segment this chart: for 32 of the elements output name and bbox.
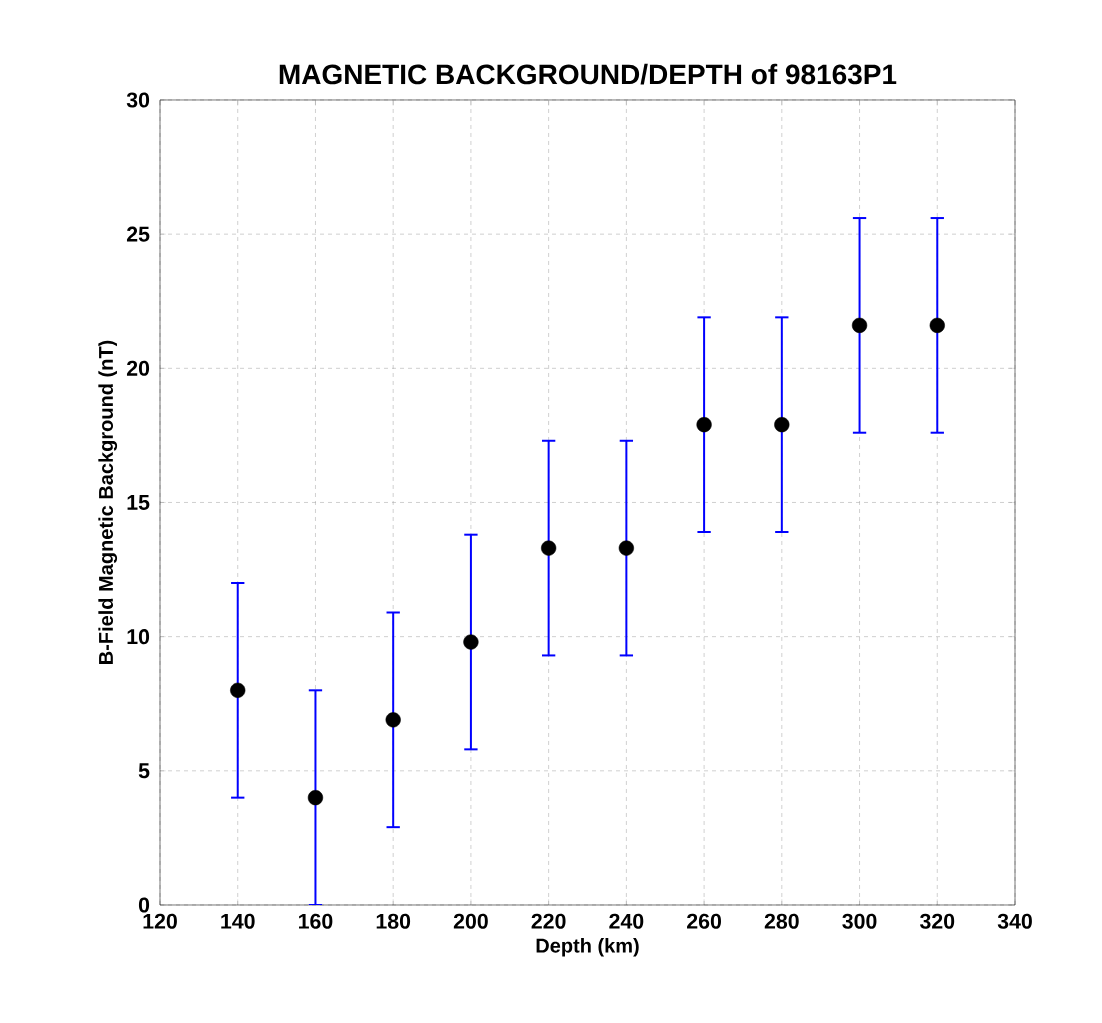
point	[230, 682, 246, 698]
x-tick-label: 200	[453, 913, 488, 929]
x-tick-label: 300	[842, 913, 877, 929]
x-tick-label: 320	[919, 913, 955, 929]
y-tick-label: 30	[126, 92, 150, 108]
x-axis-title: Depth (km)	[536, 937, 639, 957]
point	[851, 317, 868, 333]
point	[307, 790, 324, 806]
y-tick-label: 0	[138, 897, 150, 913]
x-tick-label: 140	[221, 913, 255, 929]
x-tick-label: 220	[531, 913, 566, 929]
x-tick-label: 120	[143, 913, 177, 929]
y-tick-label: 5	[138, 763, 150, 779]
point	[696, 417, 712, 433]
point	[385, 712, 401, 728]
y-tick-label: 25	[126, 226, 150, 242]
x-tick-label: 280	[764, 913, 799, 929]
point	[618, 540, 634, 556]
x-tick-label: 240	[609, 913, 644, 929]
y-tick-label: 20	[126, 360, 150, 376]
x-tick-label: 260	[687, 913, 721, 929]
point	[929, 317, 945, 333]
x-tick-label: 160	[299, 913, 333, 929]
x-tick-label: 180	[376, 913, 411, 929]
y-tick-label: 15	[127, 495, 150, 510]
chart-title: MAGNETIC BACKGROUND/DEPTH of 98163P1	[279, 63, 897, 85]
point	[463, 634, 479, 650]
point	[541, 540, 557, 556]
y-tick-label: 10	[127, 629, 150, 645]
y-axis-title: B-Field Magnetic Background (nT)	[98, 340, 118, 664]
x-tick-label: 340	[997, 913, 1032, 929]
point	[774, 417, 790, 433]
